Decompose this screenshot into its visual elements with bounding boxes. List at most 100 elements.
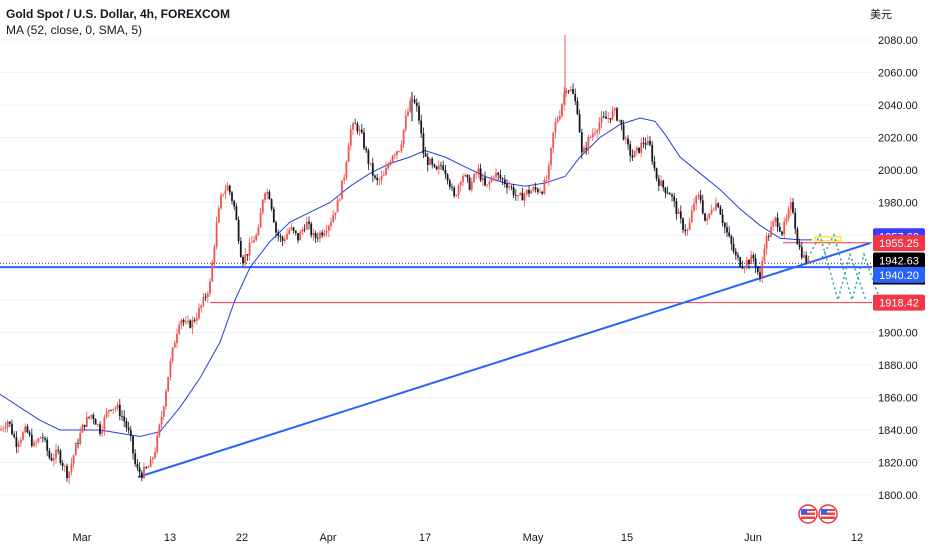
candle-body <box>257 227 260 236</box>
candle-body <box>602 116 605 118</box>
price-tag-text: 1942.63 <box>879 256 919 268</box>
candle-body <box>569 89 572 91</box>
candle-body <box>356 123 359 132</box>
candle-body <box>70 463 73 472</box>
candle-body <box>299 231 302 241</box>
currency-label[interactable]: 美元 <box>870 9 892 21</box>
candle-body <box>275 222 277 233</box>
candle-body <box>594 132 596 134</box>
candle-body <box>167 376 170 392</box>
candle-body <box>433 164 436 167</box>
candle-body <box>147 467 150 468</box>
candle-body <box>195 318 198 321</box>
candle-body <box>354 123 357 125</box>
candle-body <box>506 184 508 188</box>
candle-body <box>59 450 62 463</box>
candle-body <box>283 239 286 241</box>
candle-body <box>398 151 401 152</box>
candle-body <box>455 195 458 197</box>
candle-body <box>292 227 295 231</box>
candle-body <box>358 129 361 132</box>
candle-body <box>151 457 154 460</box>
candle-body <box>572 89 574 94</box>
candle-body <box>479 168 482 181</box>
ma-indicator-label[interactable]: MA (52, close, 0, SMA, 5) <box>6 23 143 37</box>
candle-body <box>431 158 434 165</box>
candle-body <box>525 189 528 195</box>
candle-body <box>6 421 9 428</box>
candle-body <box>244 254 247 264</box>
candle-body <box>800 247 803 258</box>
candle-body <box>228 185 231 193</box>
candle-body <box>717 203 720 208</box>
candle-body <box>129 429 132 437</box>
candle-body <box>631 155 634 158</box>
candle-body <box>789 202 792 210</box>
target-box <box>814 236 842 242</box>
candle-body <box>112 408 115 411</box>
candle-body <box>261 199 264 213</box>
candle-body <box>110 409 112 411</box>
candle-body <box>444 170 447 175</box>
candle-body <box>66 465 68 479</box>
candle-body <box>77 443 79 444</box>
candle-body <box>330 222 332 226</box>
price-tick-label: 2060.00 <box>878 68 918 80</box>
price-tag-bg <box>873 252 925 269</box>
candle-body <box>400 144 403 152</box>
candle-body <box>459 181 462 186</box>
candle-body <box>607 118 610 119</box>
candle-body <box>605 116 607 119</box>
candle-body <box>277 232 280 236</box>
candle-body <box>303 229 306 231</box>
candle-body <box>715 203 717 210</box>
time-tick-label: Mar <box>73 532 92 544</box>
candle-body <box>728 232 731 237</box>
candle-body <box>35 442 38 443</box>
candle-body <box>682 218 684 230</box>
candle-body <box>772 221 775 227</box>
time-tick-label: 12 <box>851 532 863 544</box>
price-tick-label: 1880.00 <box>878 360 918 372</box>
candle-body <box>611 110 614 120</box>
candle-body <box>798 244 801 248</box>
candle-body <box>677 211 680 214</box>
candle-body <box>629 144 632 156</box>
candle-body <box>750 255 753 265</box>
candle-body <box>545 179 548 181</box>
us-flag-icon[interactable] <box>818 504 838 524</box>
candle-body <box>532 187 535 191</box>
candle-body <box>468 177 471 190</box>
us-flag-icon[interactable] <box>798 504 818 524</box>
candle-body <box>512 187 515 196</box>
candle-body <box>616 108 618 121</box>
candle-body <box>85 416 88 427</box>
candle-body <box>389 161 392 165</box>
candle-body <box>310 223 313 236</box>
candle-body <box>547 165 550 180</box>
candle-body <box>327 225 330 231</box>
time-tick-label: 17 <box>419 532 431 544</box>
candle-body <box>114 408 117 410</box>
candle-body <box>778 226 781 232</box>
price-tick-label: 1800.00 <box>878 490 918 502</box>
candle-body <box>88 416 90 418</box>
candle-body <box>4 427 7 429</box>
candle-body <box>345 162 348 178</box>
candle-body <box>222 193 225 195</box>
candle-body <box>250 242 253 244</box>
candle-body <box>305 221 308 230</box>
candle-body <box>270 199 273 210</box>
candle-body <box>101 429 104 434</box>
candle-body <box>409 100 412 112</box>
candle-body <box>297 233 299 241</box>
candle-body <box>268 191 271 200</box>
event-flags <box>798 504 838 524</box>
candle-body <box>574 93 577 102</box>
candle-body <box>578 114 581 133</box>
candle-body <box>701 200 704 214</box>
candle-body <box>2 428 5 430</box>
candle-body <box>774 217 777 222</box>
candle-body <box>105 411 108 417</box>
